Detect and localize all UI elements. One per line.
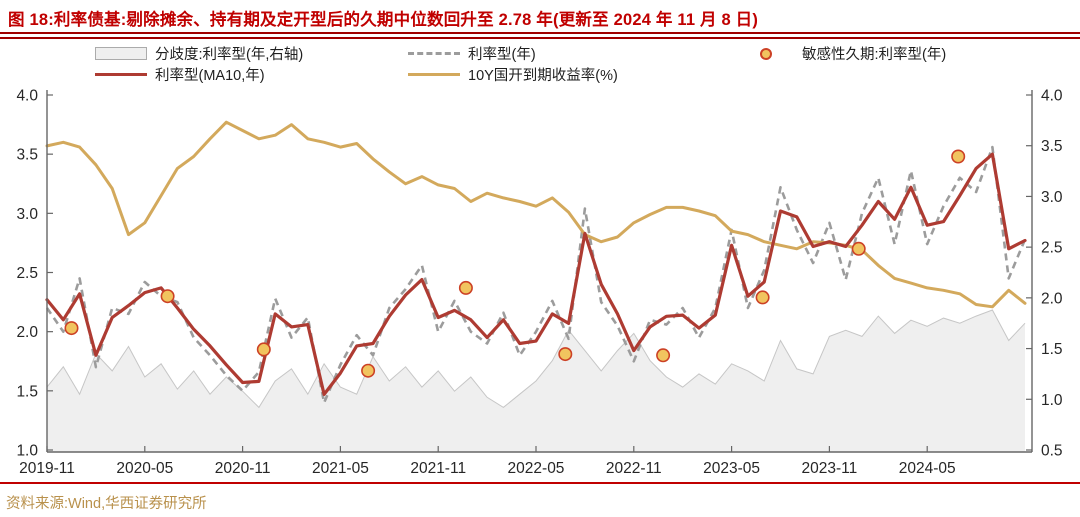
svg-text:2021-11: 2021-11 xyxy=(410,460,466,477)
svg-text:2020-05: 2020-05 xyxy=(116,460,173,477)
svg-text:2023-05: 2023-05 xyxy=(703,460,760,477)
svg-text:2021-05: 2021-05 xyxy=(312,460,369,477)
x-axis-labels: 2019-11 2020-05 2020-11 2021-05 2021-11 2022-… xyxy=(19,446,956,477)
legend-label-yield: 10Y国开到期收益率(%) xyxy=(468,68,618,84)
svg-text:3.0: 3.0 xyxy=(16,206,38,223)
area-swatch-icon xyxy=(95,47,147,60)
legend-label-median: 利率型(年) xyxy=(468,47,536,63)
median-dashed-series xyxy=(45,145,1027,405)
legend-item-median: 利率型(年) xyxy=(408,43,536,64)
scatter-dot-swatch-icon xyxy=(760,47,772,60)
yield-gold-series xyxy=(45,120,1027,309)
svg-text:2020-11: 2020-11 xyxy=(215,460,271,477)
svg-text:3.0: 3.0 xyxy=(1041,189,1063,206)
svg-text:2.0: 2.0 xyxy=(1041,290,1063,307)
svg-text:4.0: 4.0 xyxy=(1041,88,1063,105)
svg-text:2022-11: 2022-11 xyxy=(606,460,662,477)
bottom-divider-line xyxy=(0,482,1080,484)
svg-text:3.5: 3.5 xyxy=(1041,138,1063,155)
svg-text:2.5: 2.5 xyxy=(1041,240,1063,257)
right-axis-labels: 4.0 3.5 3.0 2.5 2.0 1.5 1.0 0.5 xyxy=(1026,88,1063,460)
legend-item-ma10: 利率型(MA10,年) xyxy=(95,64,265,85)
legend-label-sensitivity: 敏感性久期:利率型(年) xyxy=(802,47,947,63)
svg-text:4.0: 4.0 xyxy=(16,88,38,105)
divergence-area-series xyxy=(46,309,1026,452)
legend-label-divergence: 分歧度:利率型(年,右轴) xyxy=(155,47,304,63)
svg-text:2.5: 2.5 xyxy=(16,265,38,282)
gold-line-swatch-icon xyxy=(408,73,460,76)
legend-item-yield: 10Y国开到期收益率(%) xyxy=(408,64,618,85)
svg-text:1.5: 1.5 xyxy=(16,383,38,400)
svg-text:3.5: 3.5 xyxy=(16,147,38,164)
ma10-red-series xyxy=(45,152,1027,396)
title-divider-line xyxy=(0,32,1080,39)
source-note: 资料来源:Wind,华西证券研究所 xyxy=(6,496,207,512)
svg-text:2.0: 2.0 xyxy=(16,324,38,341)
svg-text:0.5: 0.5 xyxy=(1041,443,1063,460)
dashed-line-swatch-icon xyxy=(408,52,460,55)
figure-title: 图 18:利率债基:剔除摊余、持有期及定开型后的久期中位数回升至 2.78 年(… xyxy=(8,11,759,29)
legend-label-ma10: 利率型(MA10,年) xyxy=(155,68,265,84)
sensitivity-dots-series xyxy=(64,149,966,378)
svg-text:2023-11: 2023-11 xyxy=(802,460,858,477)
legend-item-sensitivity: 敏感性久期:利率型(年) xyxy=(742,43,946,64)
left-axis-labels: 4.0 3.5 3.0 2.5 2.0 1.5 1.0 xyxy=(16,88,53,460)
svg-text:1.5: 1.5 xyxy=(1041,341,1063,358)
svg-text:1.0: 1.0 xyxy=(16,443,38,460)
legend-item-divergence: 分歧度:利率型(年,右轴) xyxy=(95,43,303,64)
axes xyxy=(46,90,1033,453)
svg-text:1.0: 1.0 xyxy=(1041,392,1063,409)
svg-text:2024-05: 2024-05 xyxy=(899,460,956,477)
svg-text:2019-11: 2019-11 xyxy=(19,460,75,477)
red-line-swatch-icon xyxy=(95,73,147,76)
svg-text:2022-05: 2022-05 xyxy=(508,460,565,477)
